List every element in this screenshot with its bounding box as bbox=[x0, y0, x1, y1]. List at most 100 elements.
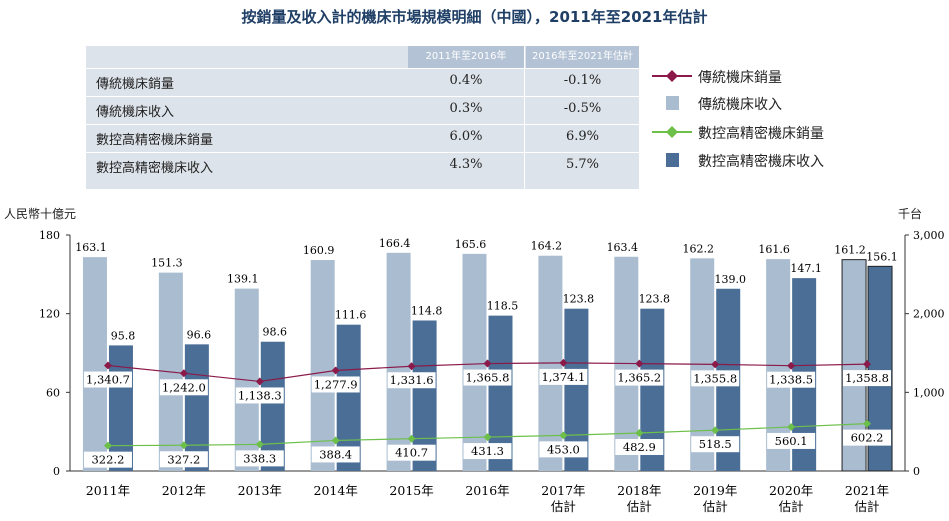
traditional-volume-data-label: 1,242.0 bbox=[162, 380, 206, 394]
bar-label-traditional-revenue: 165.6 bbox=[455, 238, 487, 251]
cnc-volume-label-box bbox=[843, 429, 892, 446]
bar-label-cnc-revenue: 118.5 bbox=[487, 300, 519, 313]
cnc-volume-label-box bbox=[83, 451, 132, 468]
legend-label: 傳統機床收入 bbox=[698, 97, 782, 113]
bar-label-cnc-revenue: 123.8 bbox=[639, 293, 671, 306]
bar-label-traditional-revenue: 160.9 bbox=[303, 244, 335, 257]
chart-legend: 傳統機床銷量 傳統機床收入 數控高精密機床銷量 數控高精密機床收入 bbox=[650, 66, 940, 176]
right-tick-label: 3,000 bbox=[913, 229, 945, 242]
cagr-value-2016-2021: 6.9% bbox=[565, 129, 600, 144]
cagr-value-2011-2016: 6.0% bbox=[449, 129, 483, 144]
cnc-volume-point bbox=[711, 426, 720, 435]
bar-label-cnc-revenue: 95.8 bbox=[111, 329, 136, 342]
cagr-row-label: 傳統機床收入 bbox=[96, 105, 175, 120]
x-tick-label: 估計 bbox=[779, 499, 804, 514]
traditional-volume-point bbox=[711, 360, 720, 369]
x-tick-label: 2020年 bbox=[769, 483, 813, 498]
bar-label-cnc-revenue: 147.1 bbox=[790, 262, 822, 275]
cnc-volume-point bbox=[635, 429, 644, 438]
cnc-volume-data-label: 327.2 bbox=[167, 452, 200, 466]
legend-label: 傳統機床銷量 bbox=[698, 70, 782, 86]
traditional-volume-point bbox=[483, 359, 492, 368]
traditional-volume-label-box bbox=[387, 372, 436, 389]
cnc-volume-point bbox=[179, 441, 188, 450]
traditional-volume-point bbox=[103, 361, 112, 370]
traditional-volume-label-box bbox=[615, 369, 664, 386]
traditional-volume-point bbox=[635, 359, 644, 368]
x-tick-label: 2017年 bbox=[541, 483, 585, 498]
traditional-volume-data-label: 1,365.2 bbox=[617, 371, 661, 385]
cnc-volume-data-label: 338.3 bbox=[243, 451, 276, 465]
bar-label-cnc-revenue: 139.0 bbox=[714, 273, 746, 286]
cnc-volume-label-box bbox=[159, 451, 208, 468]
traditional-volume-data-label: 1,338.5 bbox=[769, 373, 813, 387]
bar-label-traditional-revenue: 164.2 bbox=[531, 240, 563, 253]
cagr-row-label: 傳統機床銷量 bbox=[96, 77, 175, 92]
cagr-row: 傳統機床銷量 0.4% -0.1% bbox=[86, 68, 639, 95]
bar-label-traditional-revenue: 161.6 bbox=[758, 243, 790, 256]
traditional-volume-point bbox=[255, 377, 264, 386]
cnc-volume-point bbox=[787, 422, 796, 431]
traditional-volume-data-label: 1,365.8 bbox=[466, 371, 510, 385]
cnc-volume-data-label: 388.4 bbox=[319, 447, 352, 461]
x-tick-label: 2011年 bbox=[86, 483, 130, 498]
left-tick-label: 120 bbox=[39, 308, 60, 321]
cnc-volume-data-label: 518.5 bbox=[699, 437, 732, 451]
traditional-volume-label-box bbox=[843, 370, 892, 387]
bar-traditional-revenue bbox=[310, 260, 335, 471]
bar-label-traditional-revenue: 162.2 bbox=[682, 242, 714, 255]
traditional-volume-data-label: 1,138.3 bbox=[238, 388, 282, 402]
x-tick-label: 2015年 bbox=[389, 483, 433, 498]
cagr-value-2016-2021: -0.1% bbox=[563, 73, 602, 88]
cnc-volume-label-box bbox=[235, 450, 284, 467]
cagr-row: 傳統機床收入 0.3% -0.5% bbox=[86, 96, 639, 123]
traditional-volume-label-box bbox=[235, 387, 284, 404]
bar-label-traditional-revenue: 163.4 bbox=[607, 241, 639, 254]
traditional-volume-point bbox=[331, 366, 340, 375]
left-tick-label: 180 bbox=[39, 229, 60, 242]
bar-label-cnc-revenue: 96.6 bbox=[187, 328, 212, 341]
cagr-divider bbox=[524, 46, 525, 189]
legend-bar-swatch-icon bbox=[666, 96, 679, 110]
legend-item-traditional-volume: 傳統機床銷量 bbox=[650, 66, 940, 86]
x-tick-label: 2016年 bbox=[465, 483, 509, 498]
right-tick-label: 1,000 bbox=[913, 386, 945, 399]
cnc-volume-data-label: 453.0 bbox=[547, 442, 580, 456]
traditional-volume-data-label: 1,277.9 bbox=[314, 377, 358, 391]
traditional-volume-data-label: 1,340.7 bbox=[86, 373, 130, 387]
bar-label-traditional-revenue: 151.3 bbox=[151, 257, 183, 270]
bar-label-cnc-revenue: 114.8 bbox=[411, 304, 443, 317]
traditional-volume-data-label: 1,374.1 bbox=[541, 370, 585, 384]
cnc-volume-label-box bbox=[539, 441, 588, 458]
legend-label: 數控高精密機床收入 bbox=[698, 154, 824, 170]
right-axis-unit: 千台 bbox=[898, 207, 923, 221]
cagr-header-2011-2016: 2011年至2016年 bbox=[408, 46, 524, 68]
cnc-volume-point bbox=[483, 433, 492, 442]
traditional-volume-label-box bbox=[83, 371, 132, 388]
bar-label-cnc-revenue: 111.6 bbox=[335, 309, 367, 322]
cagr-value-2011-2016: 4.3% bbox=[449, 157, 483, 172]
bar-label-cnc-revenue: 123.8 bbox=[563, 293, 595, 306]
cagr-value-2016-2021: -0.5% bbox=[563, 101, 602, 116]
cagr-row: 數控高精密機床收入 4.3% 5.7% bbox=[86, 152, 639, 179]
cagr-table: 2011年至2016年 2016年至2021年估計 傳統機床銷量 0.4% -0… bbox=[86, 46, 639, 189]
left-tick-label: 60 bbox=[46, 386, 60, 399]
traditional-volume-data-label: 1,358.8 bbox=[845, 371, 889, 385]
chart-title: 按銷量及收入計的機床市場規模明細（中國），2011年至2021年估計 bbox=[241, 8, 708, 26]
cagr-value-2016-2021: 5.7% bbox=[565, 157, 600, 172]
cnc-volume-point bbox=[559, 431, 568, 440]
traditional-volume-label-box bbox=[767, 371, 816, 388]
cnc-volume-point bbox=[407, 434, 416, 443]
cnc-volume-data-label: 322.2 bbox=[91, 453, 124, 467]
x-tick-label: 2012年 bbox=[162, 483, 206, 498]
cnc-volume-data-label: 602.2 bbox=[851, 431, 884, 445]
cnc-volume-label-box bbox=[311, 446, 360, 463]
bar-label-cnc-revenue: 156.1 bbox=[866, 250, 898, 263]
right-tick-label: 2,000 bbox=[913, 308, 945, 321]
cnc-volume-data-label: 482.9 bbox=[623, 440, 656, 454]
bar-traditional-revenue bbox=[386, 252, 411, 471]
cagr-value-2011-2016: 0.3% bbox=[449, 101, 483, 116]
traditional-volume-label-box bbox=[311, 376, 360, 393]
cnc-volume-data-label: 560.1 bbox=[775, 434, 808, 448]
cagr-row: 數控高精密機床銷量 6.0% 6.9% bbox=[86, 124, 639, 151]
